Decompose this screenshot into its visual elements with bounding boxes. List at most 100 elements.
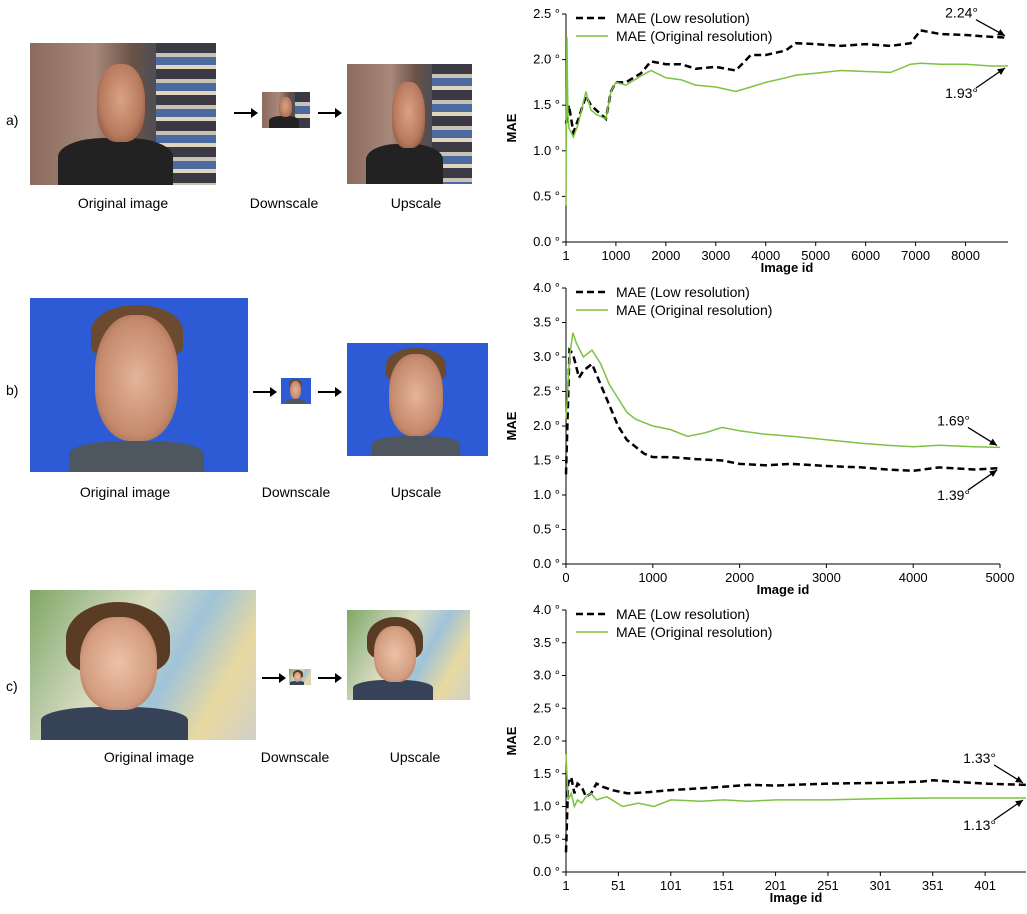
annotation-label: 1.93° xyxy=(945,85,978,101)
y-tick-label: 0.0 ° xyxy=(533,556,560,571)
mae-chart-b: 0.0 ° 0.5 ° 1.0 ° 1.5 ° 2.0 ° 2.5 ° 3.0 ° 3.5 °… xyxy=(504,280,1015,597)
annotation-arrowhead xyxy=(997,67,1005,75)
y-tick-label: 1.5 ° xyxy=(533,97,560,112)
x-axis-label: Image id xyxy=(770,890,823,905)
y-axis-label: MAE xyxy=(504,726,519,755)
arrow-icon xyxy=(262,673,286,683)
legend-label: MAE (Original resolution) xyxy=(616,302,772,318)
caption-original: Original image xyxy=(79,484,171,500)
x-tick-label: 401 xyxy=(974,878,996,893)
y-tick-label: 2.0 ° xyxy=(533,418,560,433)
series-line-original-resolution xyxy=(565,332,1001,449)
annotation-label: 1.33° xyxy=(963,750,996,766)
x-tick-label: 2000 xyxy=(651,248,680,263)
caption-upscale: Upscale xyxy=(389,749,441,765)
caption-upscale: Upscale xyxy=(390,484,442,500)
x-tick-label: 2000 xyxy=(725,570,754,585)
arrow-icon xyxy=(318,387,342,397)
caption-original: Original image xyxy=(103,749,195,765)
x-axis-label: Image id xyxy=(757,582,810,597)
row-label: c) xyxy=(6,678,18,694)
x-tick-label: 201 xyxy=(765,878,787,893)
x-tick-label: 7000 xyxy=(901,248,930,263)
annotation-label: 1.39° xyxy=(937,487,970,503)
x-tick-label: 8000 xyxy=(951,248,980,263)
row-label: a) xyxy=(6,112,19,128)
mae-chart-a: 0.0 ° 0.5 ° 1.0 ° 1.5 ° 2.0 ° 2.5 ° 1 1000 2000 3… xyxy=(504,5,1009,275)
annotation-arrowhead xyxy=(989,438,997,446)
annotation-arrowhead xyxy=(997,29,1005,36)
y-tick-label: 0.5 ° xyxy=(533,522,560,537)
caption-original: Original image xyxy=(77,195,169,211)
y-tick-label: 4.0 ° xyxy=(533,602,560,617)
y-tick-label: 1.5 ° xyxy=(533,766,560,781)
x-tick-label: 1 xyxy=(562,878,569,893)
y-tick-label: 0.5 ° xyxy=(533,188,560,203)
x-tick-label: 301 xyxy=(869,878,891,893)
x-axis-label: Image id xyxy=(761,260,814,275)
y-tick-label: 3.0 ° xyxy=(533,668,560,683)
y-tick-label: 1.0 ° xyxy=(533,143,560,158)
x-tick-label: 351 xyxy=(922,878,944,893)
annotation-arrowhead xyxy=(1015,776,1023,783)
caption-downscale: Downscale xyxy=(261,484,331,500)
x-tick-label: 5000 xyxy=(986,570,1015,585)
x-tick-label: 101 xyxy=(660,878,682,893)
y-tick-label: 2.5 ° xyxy=(533,384,560,399)
x-tick-label: 1000 xyxy=(601,248,630,263)
original-image xyxy=(30,298,248,472)
x-tick-label: 1000 xyxy=(638,570,667,585)
x-tick-label: 6000 xyxy=(851,248,880,263)
y-tick-label: 4.0 ° xyxy=(533,280,560,295)
y-axis-label: MAE xyxy=(504,411,519,440)
y-tick-label: 0.0 ° xyxy=(533,864,560,879)
legend-label: MAE (Low resolution) xyxy=(616,284,750,300)
y-tick-label: 3.0 ° xyxy=(533,349,560,364)
original-image xyxy=(30,590,256,740)
row-label: b) xyxy=(6,382,19,398)
series-line-original-resolution xyxy=(565,754,1026,809)
x-tick-label: 5000 xyxy=(801,248,830,263)
arrow-icon xyxy=(318,673,342,683)
mae-chart-c: 0.0 ° 0.5 ° 1.0 ° 1.5 ° 2.0 ° 2.5 ° 3.0 ° 3.5 °… xyxy=(504,602,1027,905)
annotation-label: 1.13° xyxy=(963,817,996,833)
y-tick-label: 2.0 ° xyxy=(533,52,560,67)
x-tick-label: 3000 xyxy=(812,570,841,585)
y-tick-label: 2.5 ° xyxy=(533,700,560,715)
original-image xyxy=(30,43,216,185)
series-line-low-resolution xyxy=(564,773,1027,853)
upscaled-image xyxy=(347,64,472,184)
arrow-icon xyxy=(318,108,342,118)
y-tick-label: 1.0 ° xyxy=(533,799,560,814)
downscaled-image xyxy=(281,378,311,404)
y-tick-label: 3.5 ° xyxy=(533,315,560,330)
x-tick-label: 1 xyxy=(562,248,569,263)
y-tick-label: 0.0 ° xyxy=(533,234,560,249)
series-line-original-resolution xyxy=(565,36,1008,206)
x-tick-label: 0 xyxy=(562,570,569,585)
annotation-label: 1.69° xyxy=(937,412,970,428)
series-line-low-resolution xyxy=(564,347,1001,475)
arrow-icon xyxy=(234,108,258,118)
downscaled-image xyxy=(289,669,311,685)
legend-label: MAE (Original resolution) xyxy=(616,624,772,640)
x-tick-label: 151 xyxy=(712,878,734,893)
y-tick-label: 2.0 ° xyxy=(533,733,560,748)
annotation-label: 2.24° xyxy=(945,5,978,21)
x-tick-label: 3000 xyxy=(701,248,730,263)
legend-label: MAE (Low resolution) xyxy=(616,10,750,26)
caption-downscale: Downscale xyxy=(260,749,330,765)
upscaled-image xyxy=(347,610,470,700)
legend-label: MAE (Original resolution) xyxy=(616,28,772,44)
legend-label: MAE (Low resolution) xyxy=(616,606,750,622)
y-tick-label: 3.5 ° xyxy=(533,635,560,650)
x-tick-label: 4000 xyxy=(751,248,780,263)
y-tick-label: 1.0 ° xyxy=(533,487,560,502)
x-tick-label: 251 xyxy=(817,878,839,893)
x-tick-label: 4000 xyxy=(899,570,928,585)
y-tick-label: 0.5 ° xyxy=(533,831,560,846)
y-tick-label: 1.5 ° xyxy=(533,453,560,468)
upscaled-image xyxy=(347,343,488,456)
caption-upscale: Upscale xyxy=(390,195,442,211)
annotation-arrowhead xyxy=(1015,799,1023,807)
